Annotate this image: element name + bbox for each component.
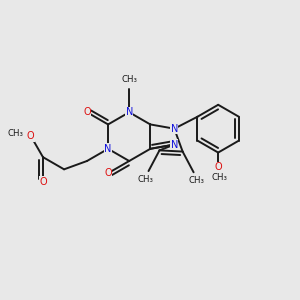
- Text: N: N: [125, 107, 133, 117]
- Text: N: N: [171, 124, 178, 134]
- Text: O: O: [39, 176, 47, 187]
- Text: O: O: [83, 107, 91, 117]
- Text: O: O: [214, 162, 222, 172]
- Text: N: N: [104, 144, 112, 154]
- Text: N: N: [171, 140, 178, 150]
- Text: O: O: [104, 168, 112, 178]
- Text: CH₃: CH₃: [212, 173, 228, 182]
- Text: CH₃: CH₃: [189, 176, 205, 185]
- Text: CH₃: CH₃: [8, 129, 23, 138]
- Text: CH₃: CH₃: [137, 175, 154, 184]
- Text: O: O: [27, 131, 34, 141]
- Text: CH₃: CH₃: [121, 75, 137, 84]
